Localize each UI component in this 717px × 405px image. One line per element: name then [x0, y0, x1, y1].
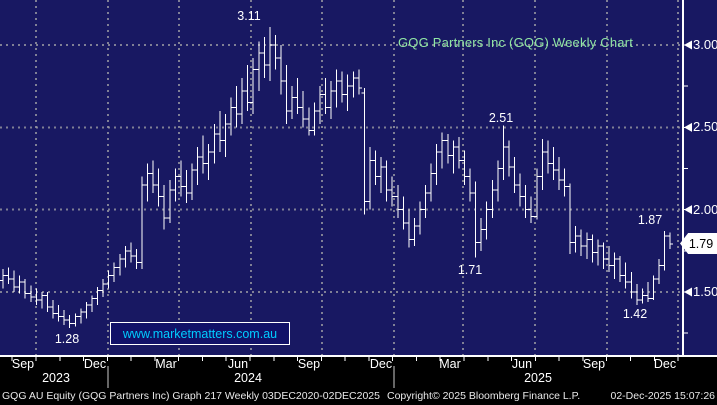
y-axis-arrow [684, 205, 692, 215]
x-axis-month-label: Mar [155, 357, 177, 371]
x-axis-year-label: 2024 [234, 371, 262, 385]
price-annotation: 2.51 [488, 111, 514, 125]
x-axis-month-label: Dec [653, 357, 677, 371]
x-axis-month-label: Dec [83, 357, 107, 371]
x-axis-month-label: Sep [11, 357, 35, 371]
price-annotation: 1.42 [622, 307, 648, 321]
y-axis-label: 3.00 [693, 37, 717, 52]
axis-panel-background [0, 356, 717, 405]
footer-security-info: GQG AU Equity (GQG Partners Inc) Graph 2… [2, 390, 380, 402]
price-annotation: 1.71 [457, 263, 483, 277]
watermark-url: www.marketmatters.com.au [122, 326, 278, 341]
y-axis-arrow [684, 287, 692, 297]
x-axis-month-label: Jun [227, 357, 249, 371]
y-axis-label: 2.00 [693, 201, 717, 217]
last-price-value: 1.79 [688, 236, 714, 251]
x-axis-year-label: 2023 [42, 371, 70, 385]
price-annotation: 3.11 [237, 9, 261, 23]
footer-timestamp: 02-Dec-2025 15:07:26 [610, 390, 716, 402]
chart-title: GQG Partners Inc (GQG) Weekly Chart [398, 35, 634, 50]
x-axis-month-label: Jun [511, 357, 533, 371]
price-annotation: 1.28 [54, 332, 80, 346]
y-axis-arrow [684, 122, 692, 132]
x-axis-month-label: Sep [297, 357, 321, 371]
price-annotation: 1.87 [637, 213, 663, 227]
x-axis-month-label: Mar [439, 357, 461, 371]
footer-copyright: Copyright© 2025 Bloomberg Finance L.P. [387, 390, 581, 402]
y-axis-label: 1.50 [693, 284, 717, 299]
x-axis-month-label: Sep [582, 357, 606, 371]
x-axis-year-label: 2025 [524, 371, 552, 385]
y-axis-arrow [684, 40, 692, 50]
x-axis-month-label: Dec [369, 357, 393, 371]
watermark-box: www.marketmatters.com.au [110, 322, 290, 345]
status-bar: GQG AU Equity (GQG Partners Inc) Graph 2… [0, 389, 717, 405]
last-price-tag: 1.79 [680, 233, 717, 254]
y-axis-label: 2.50 [693, 119, 717, 135]
